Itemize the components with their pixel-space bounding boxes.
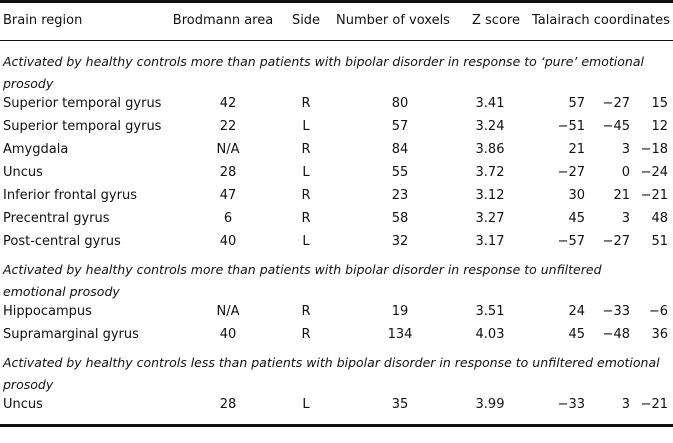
coord-y: −27 (602, 96, 630, 111)
header-cell: Brain region (3, 13, 83, 28)
voxels: 80 (391, 96, 409, 111)
z-score: 3.27 (475, 211, 505, 226)
coord-z: 36 (651, 327, 668, 342)
voxels: 32 (391, 234, 409, 249)
coord-y: 3 (621, 397, 630, 412)
coord-y: −45 (602, 119, 630, 134)
coord-x: 21 (568, 142, 585, 157)
side: R (301, 327, 311, 342)
coord-z: −21 (640, 397, 668, 412)
coord-x: −51 (557, 119, 585, 134)
z-score: 3.12 (475, 188, 505, 203)
coord-y: −48 (602, 327, 630, 342)
brain-region: Supramarginal gyrus (3, 327, 139, 342)
voxels: 58 (391, 211, 409, 226)
brodmann-area: 42 (219, 96, 237, 111)
z-score: 3.51 (475, 304, 505, 319)
side: R (301, 96, 311, 111)
z-score: 3.72 (475, 165, 505, 180)
brain-region: Hippocampus (3, 304, 92, 319)
coord-y: 21 (613, 188, 630, 203)
section-title: Activated by healthy controls less than … (3, 355, 660, 392)
brain-region: Amygdala (3, 142, 69, 157)
side: L (302, 165, 310, 180)
brodmann-area: 40 (219, 327, 237, 342)
coord-x: 45 (568, 327, 585, 342)
brain-region: Superior temporal gyrus (3, 96, 162, 111)
voxels: 57 (391, 119, 409, 134)
voxels: 84 (391, 142, 409, 157)
voxels: 35 (391, 397, 409, 412)
side: L (302, 397, 310, 412)
brodmann-area: N/A (216, 304, 240, 319)
z-score: 3.24 (475, 119, 505, 134)
coord-z: −6 (648, 304, 668, 319)
side: R (301, 142, 311, 157)
side: L (302, 234, 310, 249)
brain-region: Post-central gyrus (3, 234, 121, 249)
brodmann-area: 28 (219, 397, 237, 412)
coord-x: −33 (557, 397, 585, 412)
voxels: 23 (391, 188, 409, 203)
coord-y: −33 (602, 304, 630, 319)
header-cell: Talairach coordinates (532, 13, 670, 28)
coord-x: 57 (568, 96, 585, 111)
side: R (301, 188, 311, 203)
side: L (302, 119, 310, 134)
side: R (301, 304, 311, 319)
z-score: 3.17 (475, 234, 505, 249)
coord-x: 45 (568, 211, 585, 226)
coord-x: −57 (557, 234, 585, 249)
brodmann-area: N/A (216, 142, 240, 157)
side: R (301, 211, 311, 226)
voxels: 134 (387, 327, 413, 342)
header-rule (0, 40, 673, 41)
coord-z: −18 (640, 142, 668, 157)
z-score: 3.86 (475, 142, 505, 157)
voxels: 19 (391, 304, 409, 319)
brodmann-area: 47 (219, 188, 237, 203)
brain-region: Precentral gyrus (3, 211, 110, 226)
z-score: 4.03 (475, 327, 505, 342)
header-cell: Side (291, 13, 321, 28)
coord-x: 30 (568, 188, 585, 203)
coord-z: 12 (651, 119, 668, 134)
section-title: Activated by healthy controls more than … (3, 54, 644, 91)
brain-region: Uncus (3, 165, 43, 180)
coord-y: 3 (621, 211, 630, 226)
coord-z: 51 (651, 234, 668, 249)
bottom-rule (0, 424, 673, 427)
z-score: 3.99 (475, 397, 505, 412)
brodmann-area: 22 (219, 119, 237, 134)
header-cell: Brodmann area (172, 13, 274, 28)
z-score: 3.41 (475, 96, 505, 111)
brain-region: Inferior frontal gyrus (3, 188, 137, 203)
brodmann-area: 28 (219, 165, 237, 180)
header-cell: Number of voxels (336, 13, 450, 28)
brodmann-area: 40 (219, 234, 237, 249)
coord-y: 3 (621, 142, 630, 157)
top-rule (0, 0, 673, 3)
brain-region: Uncus (3, 397, 43, 412)
header-cell: Z score (472, 13, 520, 28)
coord-z: −24 (640, 165, 668, 180)
coord-z: 15 (651, 96, 668, 111)
coord-x: −27 (557, 165, 585, 180)
brodmann-area: 6 (223, 211, 233, 226)
coord-y: −27 (602, 234, 630, 249)
section-title: Activated by healthy controls more than … (3, 262, 602, 299)
coord-x: 24 (568, 304, 585, 319)
brain-region: Superior temporal gyrus (3, 119, 162, 134)
voxels: 55 (391, 165, 409, 180)
coord-z: 48 (651, 211, 668, 226)
coord-y: 0 (621, 165, 630, 180)
coord-z: −21 (640, 188, 668, 203)
